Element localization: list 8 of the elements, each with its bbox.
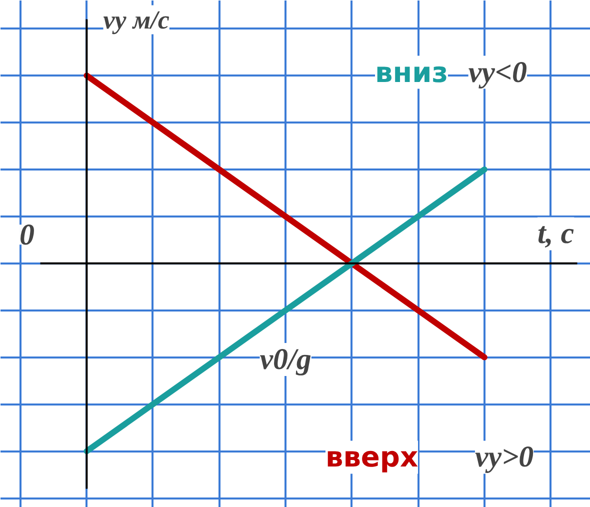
annotation: vy<0 (468, 56, 528, 89)
annotation: v0/g (260, 343, 312, 376)
x-axis-title: t, с (537, 217, 574, 250)
annotation: vy>0 (474, 440, 534, 474)
text: вниз (375, 56, 448, 89)
text: вверх (325, 440, 418, 474)
text: 0 (20, 218, 35, 252)
y-axis-title: vy м/с (103, 5, 170, 34)
